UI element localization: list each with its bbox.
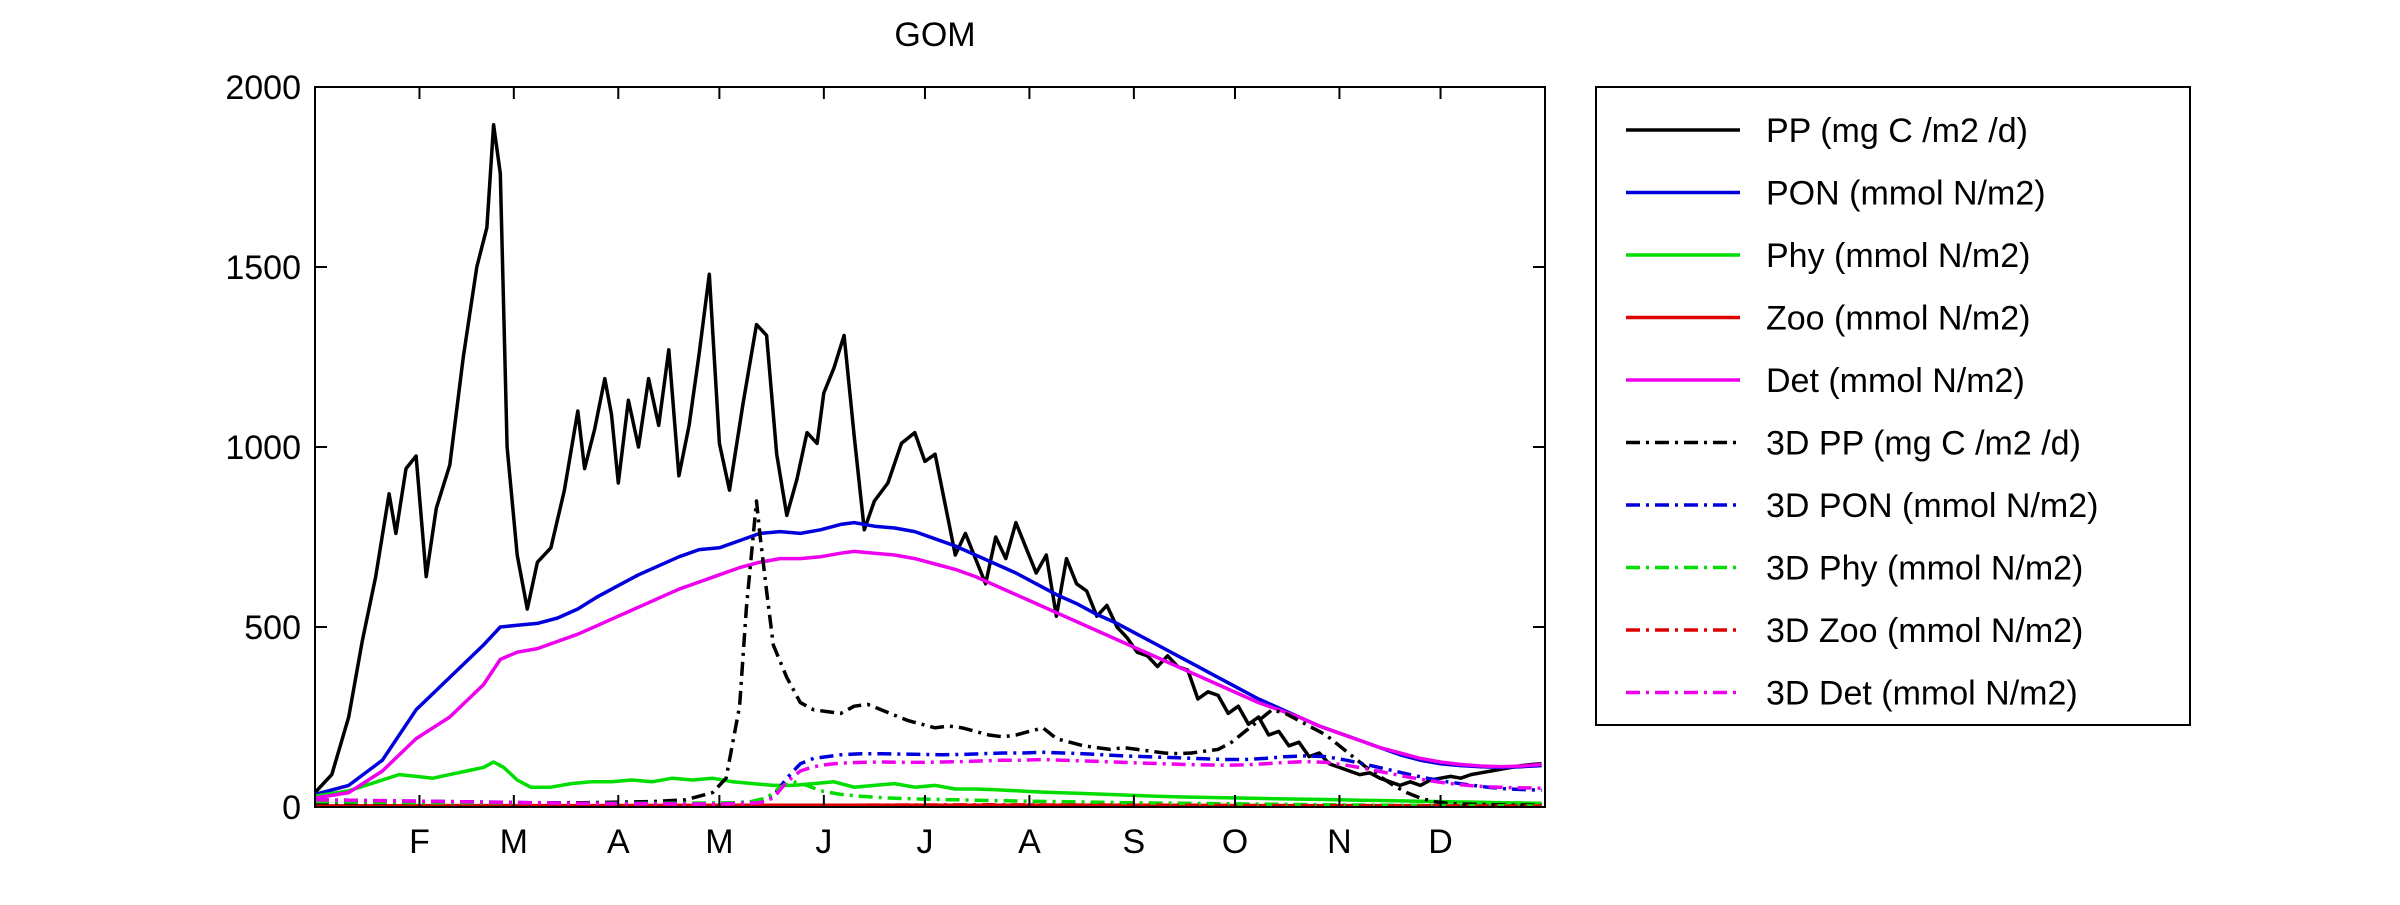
x-tick-label: S — [1123, 823, 1146, 861]
y-tick-label: 500 — [244, 609, 301, 647]
series-line-3 — [315, 760, 1542, 806]
legend-label: 3D PP (mg C /m2 /d) — [1766, 425, 2081, 463]
x-tick-label: A — [607, 823, 630, 861]
legend-label: 3D Phy (mmol N/m2) — [1766, 550, 2083, 588]
series-line-1 — [315, 123, 1542, 794]
x-tick-label: J — [815, 823, 832, 861]
legend-label: Phy (mmol N/m2) — [1766, 237, 2030, 275]
series-line-5 — [315, 549, 1542, 800]
series-line-7 — [315, 750, 1542, 806]
legend-label: 3D Zoo (mmol N/m2) — [1766, 612, 2083, 650]
x-tick-label: M — [705, 823, 733, 861]
x-tick-label: F — [409, 823, 430, 861]
series-line-10 — [315, 757, 1542, 806]
y-tick-label: 0 — [282, 789, 301, 827]
y-tick-label: 1500 — [225, 249, 301, 287]
x-tick-label: D — [1428, 823, 1453, 861]
legend-label: 3D PON (mmol N/m2) — [1766, 487, 2098, 525]
x-tick-label: A — [1018, 823, 1041, 861]
x-tick-label: M — [500, 823, 528, 861]
legend-label: 3D Det (mmol N/m2) — [1766, 675, 2078, 713]
chart-title: GOM — [894, 16, 975, 54]
legend-label: Det (mmol N/m2) — [1766, 362, 2025, 400]
y-tick-label: 1000 — [225, 429, 301, 467]
y-tick-label: 2000 — [225, 69, 301, 107]
legend-label: Zoo (mmol N/m2) — [1766, 300, 2030, 338]
legend-label: PP (mg C /m2 /d) — [1766, 112, 2028, 150]
x-tick-label: N — [1327, 823, 1352, 861]
x-tick-label: O — [1222, 823, 1248, 861]
y-axis: 0 500 1000 1500 2000 — [225, 69, 1545, 827]
x-tick-label: J — [916, 823, 933, 861]
series-line-6 — [315, 499, 1542, 807]
legend: PP (mg C /m2 /d) PON (mmol N/m2) Phy (mmol… — [1595, 86, 2191, 726]
legend-label: PON (mmol N/m2) — [1766, 175, 2046, 213]
